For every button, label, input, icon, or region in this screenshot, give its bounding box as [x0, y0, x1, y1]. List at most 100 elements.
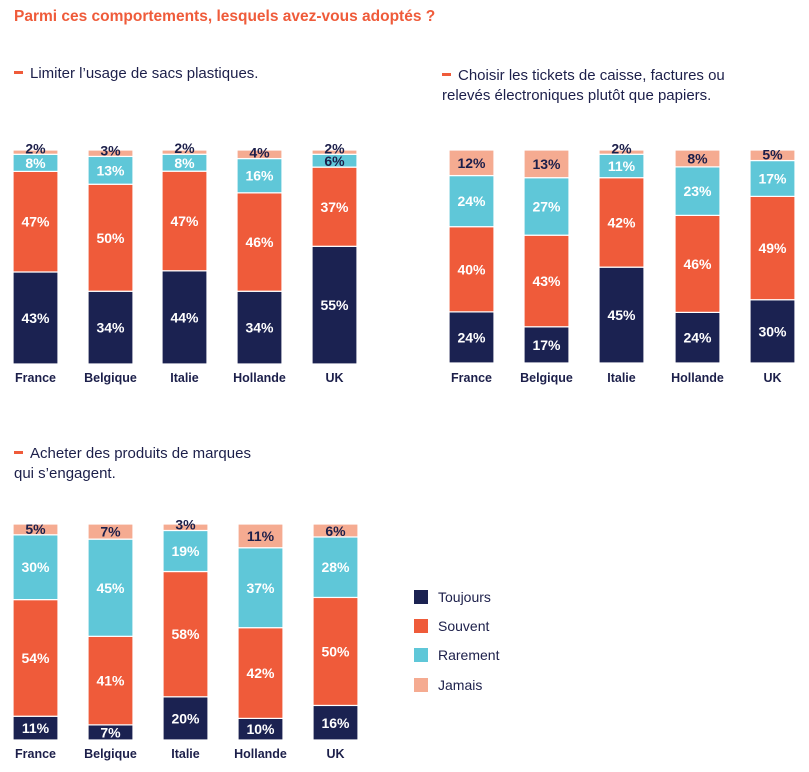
- bar-segment-jamais-belgique: [87, 149, 134, 158]
- bar-segment-toujours-belgique: [87, 290, 134, 365]
- category-label-uk: UK: [763, 371, 781, 385]
- data-label-souvent-italie: 42%: [607, 214, 636, 230]
- data-label-rarement-hollande: 37%: [246, 580, 275, 596]
- data-label-souvent-uk: 37%: [320, 199, 349, 215]
- bar-segment-jamais-belgique: [87, 523, 134, 540]
- bar-segment-jamais-uk: [311, 149, 358, 155]
- legend-swatch-rarement: [414, 648, 428, 663]
- data-label-toujours-belgique: 34%: [96, 320, 125, 336]
- bar-segment-toujours-uk: [312, 704, 359, 741]
- legend-item-jamais: Jamais: [414, 670, 499, 699]
- data-label-rarement-italie: 8%: [174, 155, 195, 171]
- data-label-toujours-uk: 30%: [758, 323, 787, 339]
- bar-segment-toujours-italie: [162, 696, 209, 741]
- bar-segment-rarement-france: [448, 174, 495, 228]
- data-label-souvent-italie: 58%: [171, 626, 200, 642]
- legend-swatch-souvent: [414, 618, 428, 633]
- bar-segment-souvent-hollande: [236, 192, 283, 292]
- bar-segment-rarement-belgique: [87, 155, 134, 185]
- data-label-toujours-belgique: 17%: [532, 337, 561, 353]
- data-label-jamais-france: 5%: [25, 521, 46, 537]
- data-label-rarement-france: 8%: [25, 155, 46, 171]
- data-label-jamais-belgique: 7%: [100, 524, 121, 540]
- bar-segment-jamais-uk: [749, 149, 796, 162]
- data-label-toujours-uk: 16%: [321, 715, 350, 731]
- bar-segment-souvent-france: [12, 598, 59, 717]
- bar-segment-jamais-hollande: [237, 523, 284, 549]
- data-label-souvent-belgique: 43%: [532, 273, 561, 289]
- bar-segment-souvent-france: [12, 170, 59, 273]
- data-label-jamais-italie: 3%: [175, 516, 196, 532]
- bar-segment-souvent-italie: [161, 170, 208, 272]
- data-label-jamais-italie: 2%: [611, 140, 632, 156]
- bar-segment-rarement-belgique: [87, 538, 134, 637]
- category-label-france: France: [451, 371, 492, 385]
- bar-segment-toujours-italie: [161, 270, 208, 365]
- bar-segment-toujours-uk: [749, 299, 796, 364]
- title-dash-icon: [14, 70, 23, 74]
- bar-segment-jamais-italie: [161, 149, 208, 155]
- bar-segment-jamais-italie: [162, 523, 209, 532]
- bar-segment-souvent-belgique: [87, 183, 134, 292]
- bar-segment-souvent-france: [448, 226, 495, 313]
- chart-title-tickets-electroniques: Choisir les tickets de caisse, factures …: [442, 67, 725, 104]
- data-label-rarement-uk: 17%: [758, 171, 787, 187]
- legend-item-toujours: Toujours: [414, 582, 499, 611]
- category-label-italie: Italie: [607, 371, 636, 385]
- category-label-italie: Italie: [171, 747, 200, 761]
- bar-segment-souvent-hollande: [237, 627, 284, 719]
- data-label-toujours-italie: 20%: [171, 710, 200, 726]
- data-label-toujours-belgique: 7%: [100, 724, 121, 740]
- data-label-toujours-france: 24%: [457, 329, 486, 345]
- category-label-france: France: [15, 747, 56, 761]
- data-label-rarement-belgique: 27%: [532, 198, 561, 214]
- data-label-jamais-hollande: 11%: [247, 528, 275, 544]
- chart-title-marques-engagees: Acheter des produits de marques qui s’en…: [14, 445, 251, 482]
- bar-segment-jamais-france: [12, 523, 59, 536]
- category-label-belgique: Belgique: [84, 747, 137, 761]
- data-label-rarement-italie: 11%: [608, 158, 636, 174]
- category-label-hollande: Hollande: [234, 747, 287, 761]
- data-label-rarement-belgique: 13%: [96, 162, 125, 178]
- category-label-belgique: Belgique: [84, 371, 137, 385]
- data-label-souvent-hollande: 42%: [246, 665, 275, 681]
- data-label-jamais-belgique: 13%: [532, 156, 561, 172]
- category-label-hollande: Hollande: [671, 371, 724, 385]
- title-dash-icon: [14, 450, 23, 454]
- bar-segment-jamais-hollande: [674, 149, 721, 168]
- data-label-souvent-italie: 47%: [170, 213, 199, 229]
- bar-segment-toujours-uk: [311, 245, 358, 365]
- bar-segment-rarement-italie: [162, 529, 209, 573]
- data-label-souvent-uk: 50%: [321, 643, 350, 659]
- data-label-jamais-france: 2%: [25, 140, 46, 156]
- data-label-toujours-france: 43%: [21, 310, 50, 326]
- data-label-rarement-hollande: 23%: [683, 183, 712, 199]
- bar-segment-jamais-belgique: [523, 149, 570, 179]
- title-dash-icon: [442, 72, 451, 76]
- chart-title-sacs-plastiques: Limiter l’usage de sacs plastiques.: [14, 64, 258, 84]
- category-label-uk: UK: [325, 371, 343, 385]
- data-label-souvent-belgique: 50%: [96, 230, 125, 246]
- data-label-jamais-uk: 6%: [325, 523, 346, 539]
- data-label-toujours-italie: 45%: [607, 307, 636, 323]
- data-label-jamais-italie: 2%: [174, 140, 195, 156]
- data-label-rarement-uk: 6%: [324, 153, 345, 169]
- main-title: Parmi ces comportements, lesquels avez-v…: [14, 8, 436, 25]
- bar-segment-toujours-france: [12, 271, 59, 365]
- category-label-france: France: [15, 371, 56, 385]
- data-label-rarement-belgique: 45%: [96, 580, 125, 596]
- data-label-souvent-france: 47%: [21, 214, 50, 230]
- bar-segment-souvent-uk: [749, 195, 796, 301]
- data-label-rarement-uk: 28%: [321, 559, 350, 575]
- data-label-rarement-france: 30%: [21, 559, 50, 575]
- bar-segment-souvent-belgique: [87, 635, 134, 726]
- bar-segment-jamais-france: [448, 149, 495, 177]
- stacked-bar-chart-1: 43%47%8%2%France34%50%13%3%Belgique44%47…: [12, 140, 358, 385]
- bar-segment-toujours-france: [448, 311, 495, 364]
- data-label-jamais-uk: 5%: [762, 147, 783, 163]
- data-label-jamais-france: 12%: [457, 155, 486, 171]
- data-label-toujours-hollande: 24%: [683, 330, 712, 346]
- category-label-belgique: Belgique: [520, 371, 573, 385]
- bar-segment-toujours-italie: [598, 266, 645, 364]
